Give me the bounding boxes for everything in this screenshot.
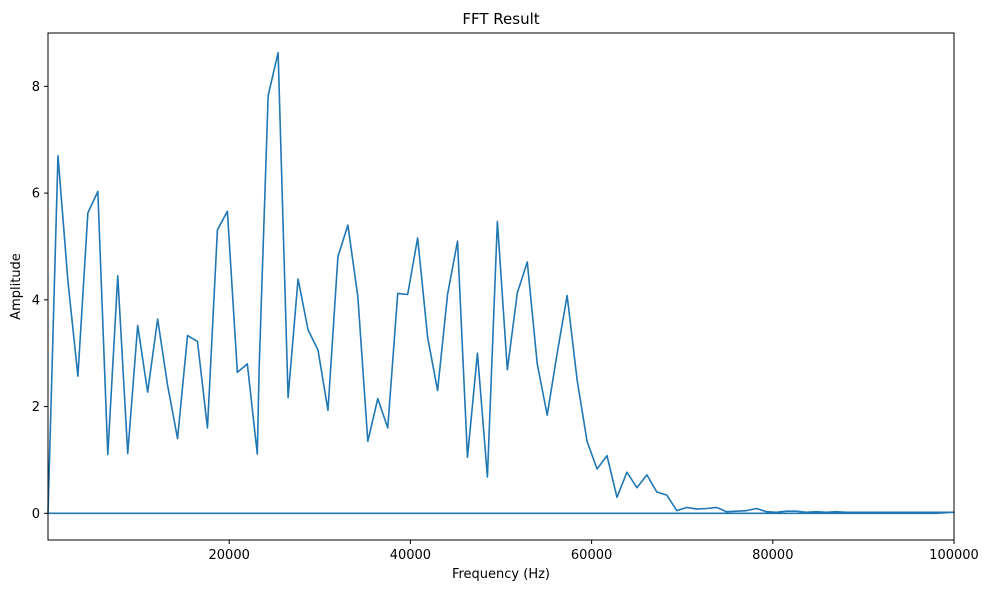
y-tick-label: 2 bbox=[32, 400, 40, 415]
y-tick-label: 4 bbox=[32, 293, 40, 308]
plot-area bbox=[47, 32, 955, 541]
x-tick-label: 40000 bbox=[390, 548, 431, 563]
y-axis-ticks: 0 2 4 6 8 bbox=[32, 80, 48, 522]
y-tick-label: 6 bbox=[32, 187, 40, 202]
y-tick-label: 0 bbox=[32, 507, 40, 522]
x-tick-label: 100000 bbox=[929, 548, 979, 563]
y-tick-label: 8 bbox=[32, 80, 40, 95]
y-axis-label: Amplitude bbox=[9, 253, 24, 320]
chart-title: FFT Result bbox=[462, 10, 539, 28]
x-tick-label: 80000 bbox=[752, 548, 793, 563]
x-tick-label: 20000 bbox=[209, 548, 250, 563]
x-axis-label: Frequency (Hz) bbox=[452, 567, 550, 582]
x-axis-ticks: 20000 40000 60000 80000 100000 bbox=[209, 540, 979, 563]
fft-series-line bbox=[47, 51, 955, 515]
x-tick-label: 60000 bbox=[571, 548, 612, 563]
plot-frame bbox=[47, 32, 955, 541]
